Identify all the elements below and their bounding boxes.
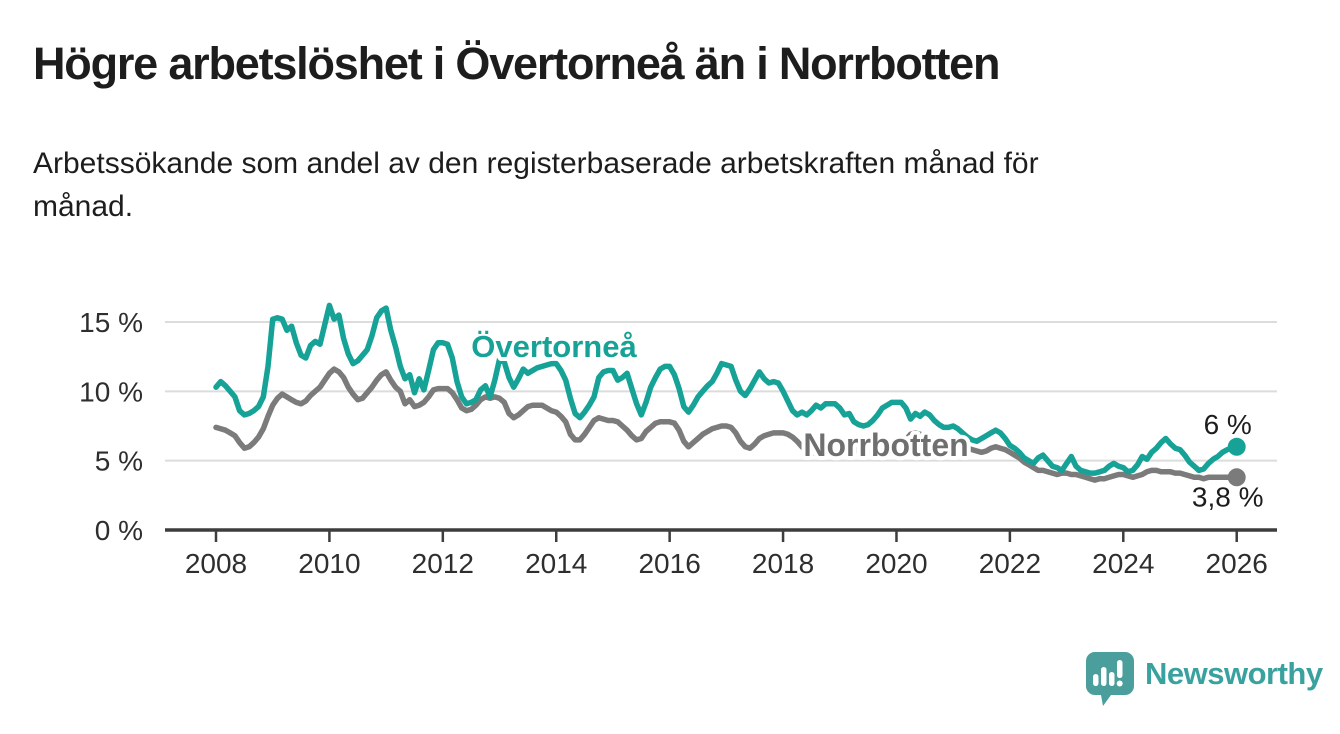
x-axis-tick-label: 2010 [298, 548, 360, 579]
newsworthy-brand: Newsworthy [1084, 650, 1323, 710]
x-axis-tick-label: 2016 [638, 548, 700, 579]
x-axis-tick-label: 2024 [1092, 548, 1154, 579]
overtornea-line [213, 302, 1240, 476]
series-end-value-label: 6 % [1204, 409, 1252, 440]
chart-subtitle-line2: månad. [33, 190, 134, 223]
x-axis-tick-label: 2008 [185, 548, 247, 579]
x-axis-tick-label: 2018 [752, 548, 814, 579]
series-end-value-label: 3,8 % [1192, 481, 1264, 512]
series-end-dot [1227, 437, 1246, 456]
y-axis-tick-label: 15 % [79, 307, 143, 338]
y-axis-tick-label: 10 % [79, 376, 143, 407]
overtornea-series-label: Övertorneå [471, 329, 637, 364]
y-axis-tick-label: 0 % [95, 515, 143, 546]
chart-subtitle-line1: Arbetssökande som andel av den registerb… [33, 147, 1039, 180]
x-axis-tick-label: 2014 [525, 548, 587, 579]
norrbotten-series-label: Norrbotten [803, 427, 968, 463]
norrbotten-line [213, 366, 1240, 483]
bar-chart-speech-bubble-icon [1086, 652, 1134, 706]
chart-title: Högre arbetslöshet i Övertorneå än i Nor… [33, 38, 1000, 89]
chart-subtitle: Arbetssökande som andel av den registerb… [33, 142, 1039, 228]
x-axis-tick-label: 2012 [412, 548, 474, 579]
x-axis-tick-label: 2022 [979, 548, 1041, 579]
brand-name: Newsworthy [1145, 656, 1323, 691]
x-axis-tick-label: 2026 [1206, 548, 1268, 579]
y-axis-tick-label: 5 % [95, 446, 143, 477]
x-axis-tick-label: 2020 [865, 548, 927, 579]
series-end-dot [1227, 468, 1246, 487]
